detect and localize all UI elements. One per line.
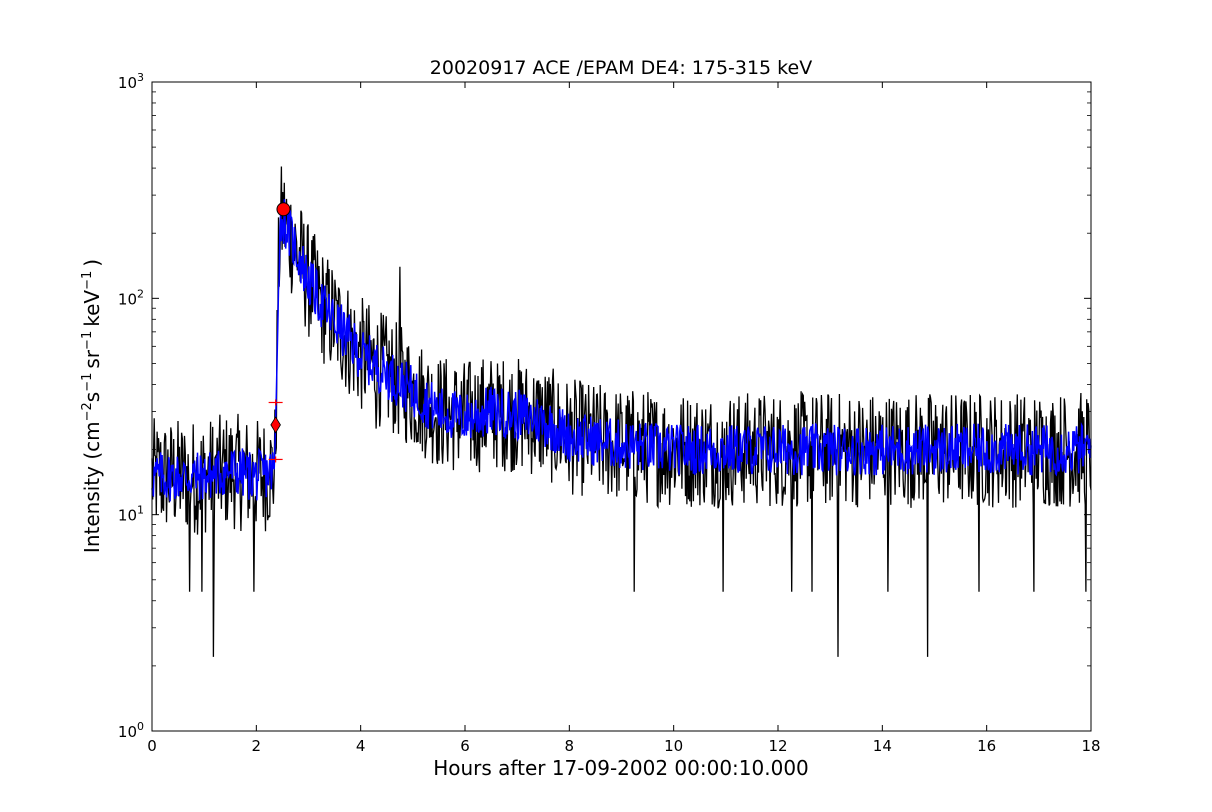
y-tick-label: 100 — [118, 720, 144, 741]
series-smoothed-line — [151, 199, 1092, 502]
marker-layer — [268, 202, 291, 463]
onset-diamond-marker — [270, 416, 281, 434]
x-axis: 0 2 4 6 8 10 12 14 16 18 — [147, 82, 1101, 755]
x-tick-label: 0 — [147, 737, 157, 755]
plot-area — [151, 81, 1092, 732]
x-axis-label: Hours after 17-09-2002 00:00:10.000 — [433, 756, 809, 780]
x-tick-label: 16 — [977, 737, 996, 755]
x-tick-label: 14 — [873, 737, 892, 755]
y-tick-label: 101 — [118, 504, 144, 525]
peak-circle-marker — [276, 202, 291, 217]
x-tick-label: 12 — [768, 737, 787, 755]
onset-plus-marker-3 — [268, 456, 283, 463]
x-tick-label: 6 — [460, 737, 470, 755]
x-tick-label: 8 — [565, 737, 575, 755]
x-tick-label: 18 — [1081, 737, 1100, 755]
y-tick-label: 102 — [118, 287, 144, 308]
x-tick-label: 10 — [664, 737, 683, 755]
chart-title: 20020917 ACE /EPAM DE4: 175-315 keV — [430, 57, 812, 79]
x-tick-label: 2 — [252, 737, 262, 755]
onset-plus-marker-2 — [268, 399, 283, 406]
plot-frame — [151, 81, 1092, 732]
x-tick-label: 4 — [356, 737, 366, 755]
y-axis-label: Intensity (cm−2s−1sr−1keV−1) — [80, 259, 104, 553]
y-axis: 100 101 102 103 — [118, 71, 1091, 741]
y-tick-label: 103 — [118, 71, 144, 92]
series-layer — [151, 166, 1092, 657]
